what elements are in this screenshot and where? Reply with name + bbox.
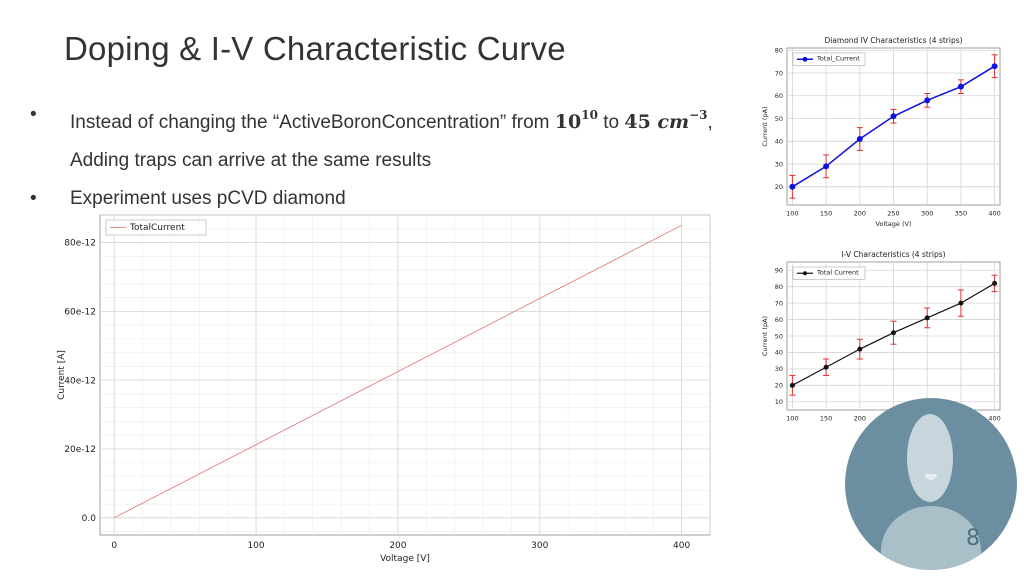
- chart-title: Diamond IV Characteristics (4 strips): [824, 36, 962, 45]
- x-tick-label: 100: [786, 415, 798, 423]
- x-axis-label: Voltage [V]: [380, 554, 430, 564]
- x-tick-label: 200: [389, 541, 406, 551]
- bullet1-value: 45 cm−3: [624, 108, 708, 133]
- bullet-dot-icon: •: [30, 104, 37, 125]
- x-tick-label: 300: [531, 541, 548, 551]
- data-point: [789, 183, 796, 190]
- bullet1-unit: cm: [657, 111, 690, 133]
- x-tick-label: 300: [921, 210, 933, 218]
- y-tick-label: 60e-12: [64, 307, 96, 317]
- y-tick-label: 40: [775, 138, 783, 146]
- data-point: [992, 280, 998, 286]
- legend-box: [792, 52, 866, 66]
- legend-label: TotalCurrent: [129, 223, 185, 233]
- data-point: [958, 300, 964, 306]
- y-tick-label: 80e-12: [64, 239, 96, 249]
- data-point: [823, 163, 830, 170]
- bullet1-comma: ,: [707, 112, 713, 133]
- y-axis-label: Current (pA): [761, 106, 769, 146]
- bullet1-unit-sup: −3: [689, 108, 708, 122]
- bullet1-exp-sup: 10: [581, 108, 598, 122]
- bullet-item-1: • Instead of changing the “ActiveBoronCo…: [30, 96, 770, 142]
- legend-box: [105, 219, 207, 236]
- simulation-iv-chart: 0 100 200 300 400 0.0 20e-12 40e-12 60e-12 80e-12…: [57, 214, 711, 564]
- y-tick-label: 20e-12: [64, 445, 96, 455]
- y-tick-label: 0.0: [82, 514, 97, 524]
- series-line: [114, 224, 682, 519]
- bullet-item-2: • Experiment uses pCVD diamond: [30, 180, 770, 218]
- bullet1-mid: to: [597, 112, 625, 133]
- x-tick-label: 100: [786, 210, 798, 218]
- avatar-face: [907, 414, 953, 502]
- y-tick-label: 40: [775, 349, 783, 357]
- y-tick-label: 60: [775, 316, 783, 324]
- data-point: [924, 315, 930, 321]
- data-point: [957, 83, 964, 90]
- y-tick-label: 80: [775, 47, 783, 55]
- bullet2-text: Experiment uses pCVD diamond: [70, 188, 346, 209]
- plot-frame: [99, 214, 711, 536]
- legend-label: Total_Current: [816, 55, 860, 63]
- y-tick-label: 70: [775, 299, 783, 307]
- data-point: [857, 346, 863, 352]
- y-tick-label: 40e-12: [64, 376, 96, 386]
- y-tick-label: 80: [775, 283, 783, 291]
- x-tick-label: 350: [955, 210, 967, 218]
- data-point: [856, 136, 863, 143]
- x-tick-label: 200: [854, 415, 866, 423]
- data-point: [823, 364, 829, 370]
- x-tick-label: 100: [247, 541, 264, 551]
- bullet1-line2: Adding traps can arrive at the same resu…: [70, 150, 432, 171]
- y-tick-label: 10: [775, 398, 783, 406]
- legend-label: Total Current: [816, 269, 859, 277]
- bullet1-text: Instead of changing the “ActiveBoronConc…: [70, 112, 555, 133]
- y-tick-label: 50: [775, 115, 783, 123]
- y-tick-label: 20: [775, 382, 783, 390]
- x-tick-label: 150: [820, 210, 832, 218]
- data-point: [891, 330, 896, 336]
- y-tick-label: 50: [775, 332, 783, 340]
- avatar-mouth: [925, 474, 937, 480]
- bullet1-exp-base: 10: [554, 111, 582, 133]
- data-point: [789, 382, 795, 388]
- x-tick-label: 250: [887, 210, 899, 218]
- avatar-body: [881, 506, 981, 570]
- y-tick-label: 70: [775, 69, 783, 77]
- x-tick-label: 400: [988, 210, 1000, 218]
- slide-number: 8: [966, 526, 980, 551]
- legend-marker: [803, 271, 807, 276]
- x-axis-label: Voltage (V): [876, 220, 912, 228]
- legend-marker: [802, 56, 808, 62]
- bullet-item-1-line2: Adding traps can arrive at the same resu…: [30, 142, 770, 180]
- x-tick-label: 400: [673, 541, 690, 551]
- y-tick-label: 20: [775, 183, 783, 191]
- x-tick-label: 200: [854, 210, 866, 218]
- slide-title: Doping & I-V Characteristic Curve: [64, 30, 566, 67]
- y-tick-label: 30: [775, 160, 783, 168]
- bullet-list: • Instead of changing the “ActiveBoronCo…: [30, 96, 770, 218]
- legend-box: [792, 266, 866, 280]
- y-axis-label: Current (pA): [761, 316, 769, 356]
- iv-characteristics-chart: 100150200250300350400102030405060708090I…: [761, 250, 1001, 428]
- chart-title: I-V Characteristics (4 strips): [841, 250, 945, 259]
- y-tick-label: 60: [775, 92, 783, 100]
- bullet-dot-icon: •: [30, 188, 37, 209]
- x-tick-label: 150: [820, 415, 832, 423]
- bullet1-val: 45: [624, 111, 658, 133]
- data-point: [924, 97, 931, 104]
- data-point: [991, 63, 998, 70]
- y-axis-label: Current [A]: [57, 350, 67, 400]
- y-tick-label: 90: [775, 266, 783, 274]
- x-tick-label: 400: [988, 415, 1000, 423]
- presenter-avatar: [845, 398, 1017, 570]
- diamond-iv-chart: 100 150 200 250 300 350 400 20 30 40 50 60 70 80 Diamo…: [761, 36, 1001, 228]
- x-tick-label: 0: [111, 541, 117, 551]
- bullet1-exp: 1010: [554, 108, 598, 133]
- data-point: [890, 113, 897, 120]
- y-tick-label: 30: [775, 365, 783, 373]
